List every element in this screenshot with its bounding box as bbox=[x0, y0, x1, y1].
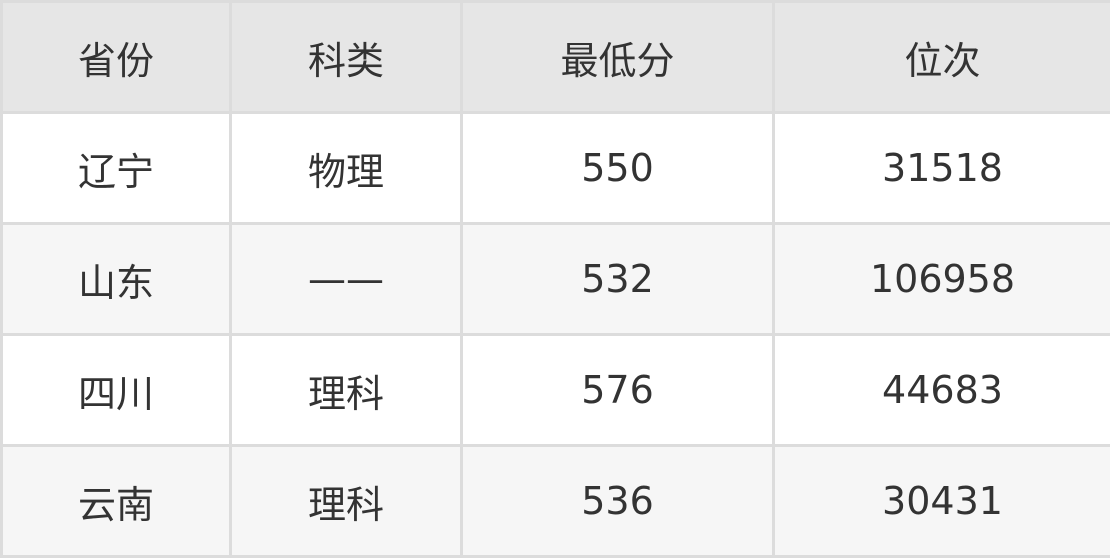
cell-province: 云南 bbox=[0, 444, 232, 558]
cell-min-score: 576 bbox=[460, 333, 775, 447]
cell-rank: 31518 bbox=[772, 111, 1110, 225]
cell-rank: 106958 bbox=[772, 222, 1110, 336]
cell-subject: 理科 bbox=[229, 444, 463, 558]
header-province: 省份 bbox=[0, 0, 232, 114]
cell-min-score: 536 bbox=[460, 444, 775, 558]
cell-rank: 30431 bbox=[772, 444, 1110, 558]
table-row: 云南 理科 536 30431 bbox=[0, 444, 1110, 558]
cell-min-score: 532 bbox=[460, 222, 775, 336]
table-row: 四川 理科 576 44683 bbox=[0, 333, 1110, 447]
header-row: 省份 科类 最低分 位次 bbox=[0, 0, 1110, 114]
cell-subject: —— bbox=[229, 222, 463, 336]
cell-subject: 理科 bbox=[229, 333, 463, 447]
header-min-score: 最低分 bbox=[460, 0, 775, 114]
table-row: 山东 —— 532 106958 bbox=[0, 222, 1110, 336]
table-row: 辽宁 物理 550 31518 bbox=[0, 111, 1110, 225]
cell-province: 山东 bbox=[0, 222, 232, 336]
cell-rank: 44683 bbox=[772, 333, 1110, 447]
cell-subject: 物理 bbox=[229, 111, 463, 225]
cell-province: 四川 bbox=[0, 333, 232, 447]
header-rank: 位次 bbox=[772, 0, 1110, 114]
cell-province: 辽宁 bbox=[0, 111, 232, 225]
cell-min-score: 550 bbox=[460, 111, 775, 225]
header-subject: 科类 bbox=[229, 0, 463, 114]
